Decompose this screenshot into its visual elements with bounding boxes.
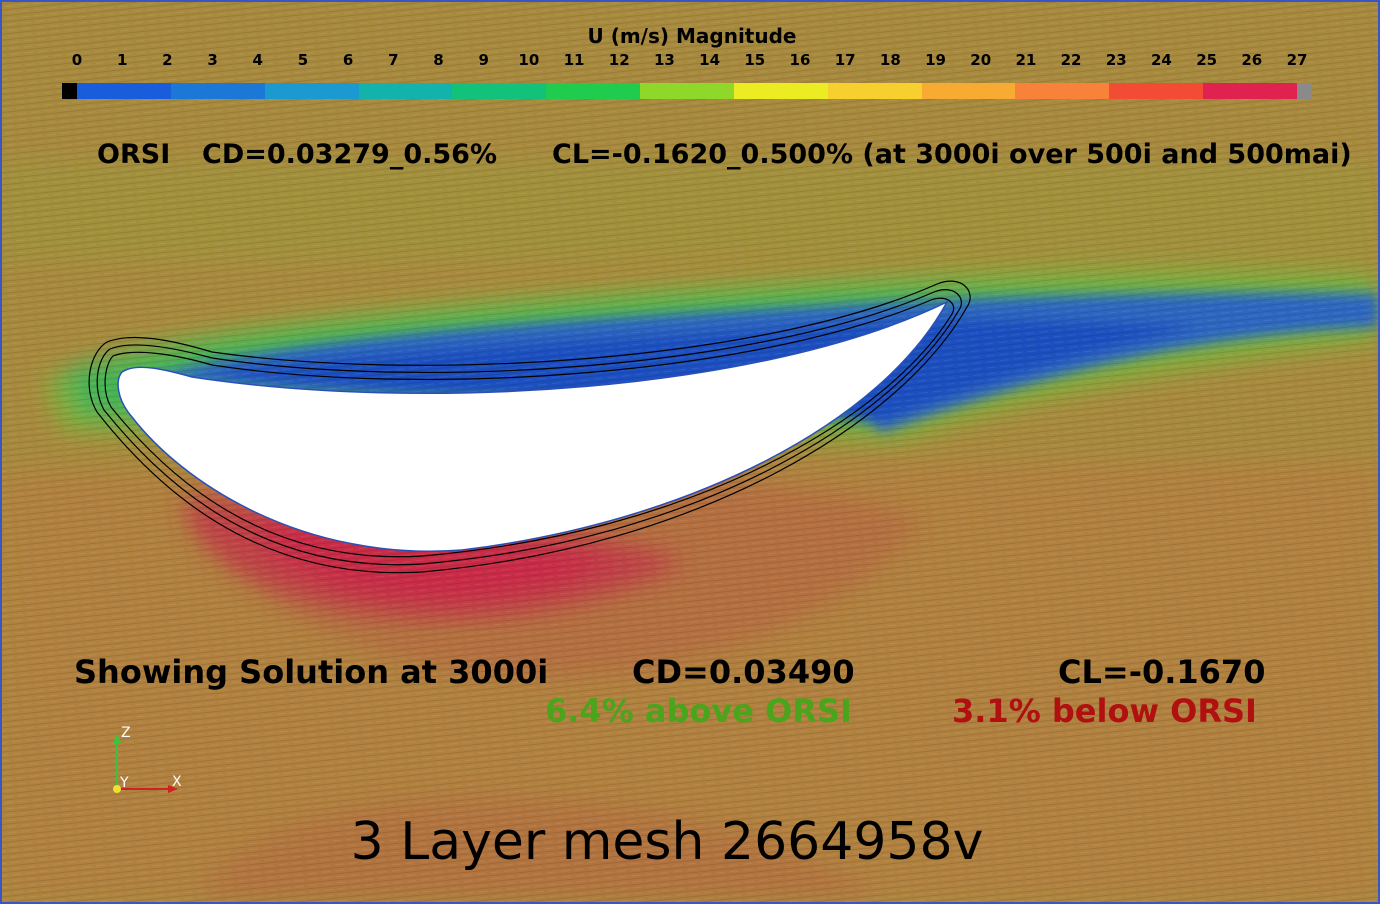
y-axis-dot — [113, 785, 121, 793]
reference-cd: CD=0.03279_0.56% — [202, 139, 497, 170]
mesh-layer-lines — [88, 280, 971, 574]
colorbar-tick-label: 20 — [970, 51, 992, 69]
colorbar-tick-label: 11 — [563, 51, 585, 69]
x-axis-arrow — [168, 785, 178, 793]
solution-cl: CL=-0.1670 — [1058, 653, 1266, 691]
colorbar-tick-label: 12 — [608, 51, 630, 69]
colorbar-tick-label: 25 — [1196, 51, 1218, 69]
colorbar-segment — [921, 83, 1016, 99]
colorbar-segment — [170, 83, 265, 99]
solution-cd: CD=0.03490 — [632, 653, 855, 691]
colorbar-tick-label: 19 — [925, 51, 946, 69]
colorbar-tick-label: 10 — [518, 51, 540, 69]
colorbar-segment — [640, 83, 734, 99]
colorbar-tick-label: 18 — [879, 51, 901, 69]
axis-label-x: X — [172, 774, 182, 790]
reference-label: ORSI — [97, 139, 171, 170]
z-axis-arrow — [113, 734, 121, 743]
colorbar-tick-label: 1 — [116, 51, 128, 69]
airfoil — [117, 300, 949, 552]
colorbar-tick-label: 7 — [388, 51, 399, 69]
colorbar-tick-label: 24 — [1151, 51, 1172, 69]
colorbar-tick-label: 16 — [789, 51, 811, 69]
colorbar-tick-label: 2 — [162, 51, 173, 69]
colorbar-segment — [1109, 83, 1204, 99]
colorbar-tick-label: 17 — [834, 51, 856, 69]
colorbar-tick-label: 5 — [297, 51, 309, 69]
reference-cl: CL=-0.1620_0.500% (at 3000i over 500i an… — [552, 139, 1352, 170]
axis-label-z: Z — [121, 725, 131, 741]
cd-difference: 6.4% above ORSI — [545, 692, 852, 730]
orientation-axes — [113, 734, 178, 793]
colorbar — [62, 83, 1312, 99]
colorbar-tick-label: 14 — [699, 51, 721, 69]
colorbar-below-range — [62, 83, 77, 99]
axis-label-y: Y — [120, 775, 129, 791]
colorbar-tick-label: 4 — [252, 51, 263, 69]
colorbar-segment — [452, 83, 547, 99]
solution-label: Showing Solution at 3000i — [74, 653, 549, 691]
colorbar-tick-label: 27 — [1286, 51, 1308, 69]
colorbar-tick-label: 26 — [1241, 51, 1263, 69]
colorbar-tick-label: 22 — [1060, 51, 1082, 69]
colorbar-tick-label: 8 — [433, 51, 444, 69]
colorbar-segment — [264, 83, 359, 99]
colorbar-tick-label: 15 — [744, 51, 766, 69]
colorbar-tick-label: 9 — [478, 51, 489, 69]
colorbar-title: U (m/s) Magnitude — [587, 24, 797, 48]
colorbar-tick-label: 6 — [342, 51, 354, 69]
colorbar-tick-label: 23 — [1105, 51, 1127, 69]
colorbar-above-range — [1296, 83, 1312, 99]
colorbar-segment — [827, 83, 922, 99]
mesh-caption: 3 Layer mesh 2664958v — [350, 812, 984, 872]
colorbar-segment — [546, 83, 641, 99]
cl-difference: 3.1% below ORSI — [952, 692, 1257, 730]
colorbar-segment — [733, 83, 828, 99]
colorbar-segment — [77, 83, 171, 99]
colorbar-segment — [1203, 83, 1297, 99]
colorbar-tick-label: 0 — [71, 51, 83, 69]
colorbar-segment — [1015, 83, 1110, 99]
colorbar-tick-label: 13 — [653, 51, 675, 69]
colorbar-tick-label: 21 — [1015, 51, 1037, 69]
colorbar-tick-label: 3 — [207, 51, 218, 69]
colorbar-segment — [358, 83, 453, 99]
